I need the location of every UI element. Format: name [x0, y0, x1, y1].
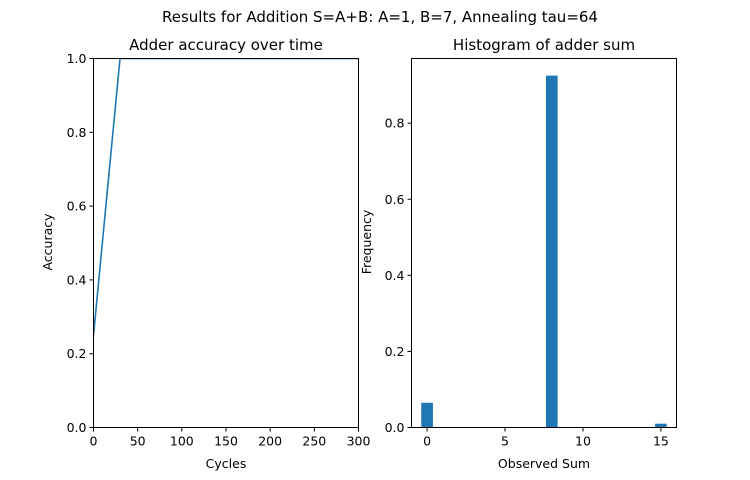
y-tick-label: 0.0 [67, 420, 87, 435]
y-tick-label: 0.2 [385, 344, 405, 359]
y-tick-label: 0.6 [385, 192, 405, 207]
figure-suptitle: Results for Addition S=A+B: A=1, B=7, An… [162, 8, 598, 26]
x-tick-label: 10 [575, 434, 591, 449]
accuracy-chart-frame [93, 58, 359, 428]
histogram-bar [545, 75, 558, 428]
y-tick-label: 0.8 [67, 125, 87, 140]
y-tick-label: 1.0 [67, 51, 87, 66]
accuracy-chart-ylabel: Accuracy [40, 213, 55, 271]
x-tick-label: 0 [90, 434, 98, 449]
accuracy-chart-xlabel: Cycles [206, 456, 247, 471]
x-tick-label: 50 [130, 434, 146, 449]
histogram-chart-title: Histogram of adder sum [453, 36, 635, 54]
x-tick-label: 15 [653, 434, 669, 449]
accuracy-line-chart: Adder accuracy over time Cycles Accuracy… [40, 36, 370, 471]
y-tick-label: 0.0 [385, 420, 405, 435]
x-tick-label: 250 [302, 434, 326, 449]
histogram-bar [421, 402, 433, 428]
accuracy-series-line [93, 58, 359, 336]
x-tick-label: 300 [347, 434, 371, 449]
x-tick-label: 0 [423, 434, 431, 449]
y-tick-label: 0.8 [385, 116, 405, 131]
y-tick-label: 0.4 [67, 272, 87, 287]
y-tick-label: 0.6 [67, 199, 87, 214]
x-tick-label: 150 [214, 434, 238, 449]
x-tick-label: 5 [501, 434, 509, 449]
x-tick-label: 100 [170, 434, 194, 449]
histogram-bar [655, 423, 667, 428]
y-tick-label: 0.2 [67, 346, 87, 361]
x-tick-label: 200 [258, 434, 282, 449]
histogram-chart-frame [411, 58, 677, 428]
sum-histogram-chart: Histogram of adder sum Observed Sum Freq… [359, 36, 677, 471]
y-tick-label: 0.4 [385, 268, 405, 283]
histogram-chart-xlabel: Observed Sum [498, 456, 590, 471]
histogram-chart-ylabel: Frequency [359, 209, 374, 274]
accuracy-chart-title: Adder accuracy over time [129, 36, 323, 54]
